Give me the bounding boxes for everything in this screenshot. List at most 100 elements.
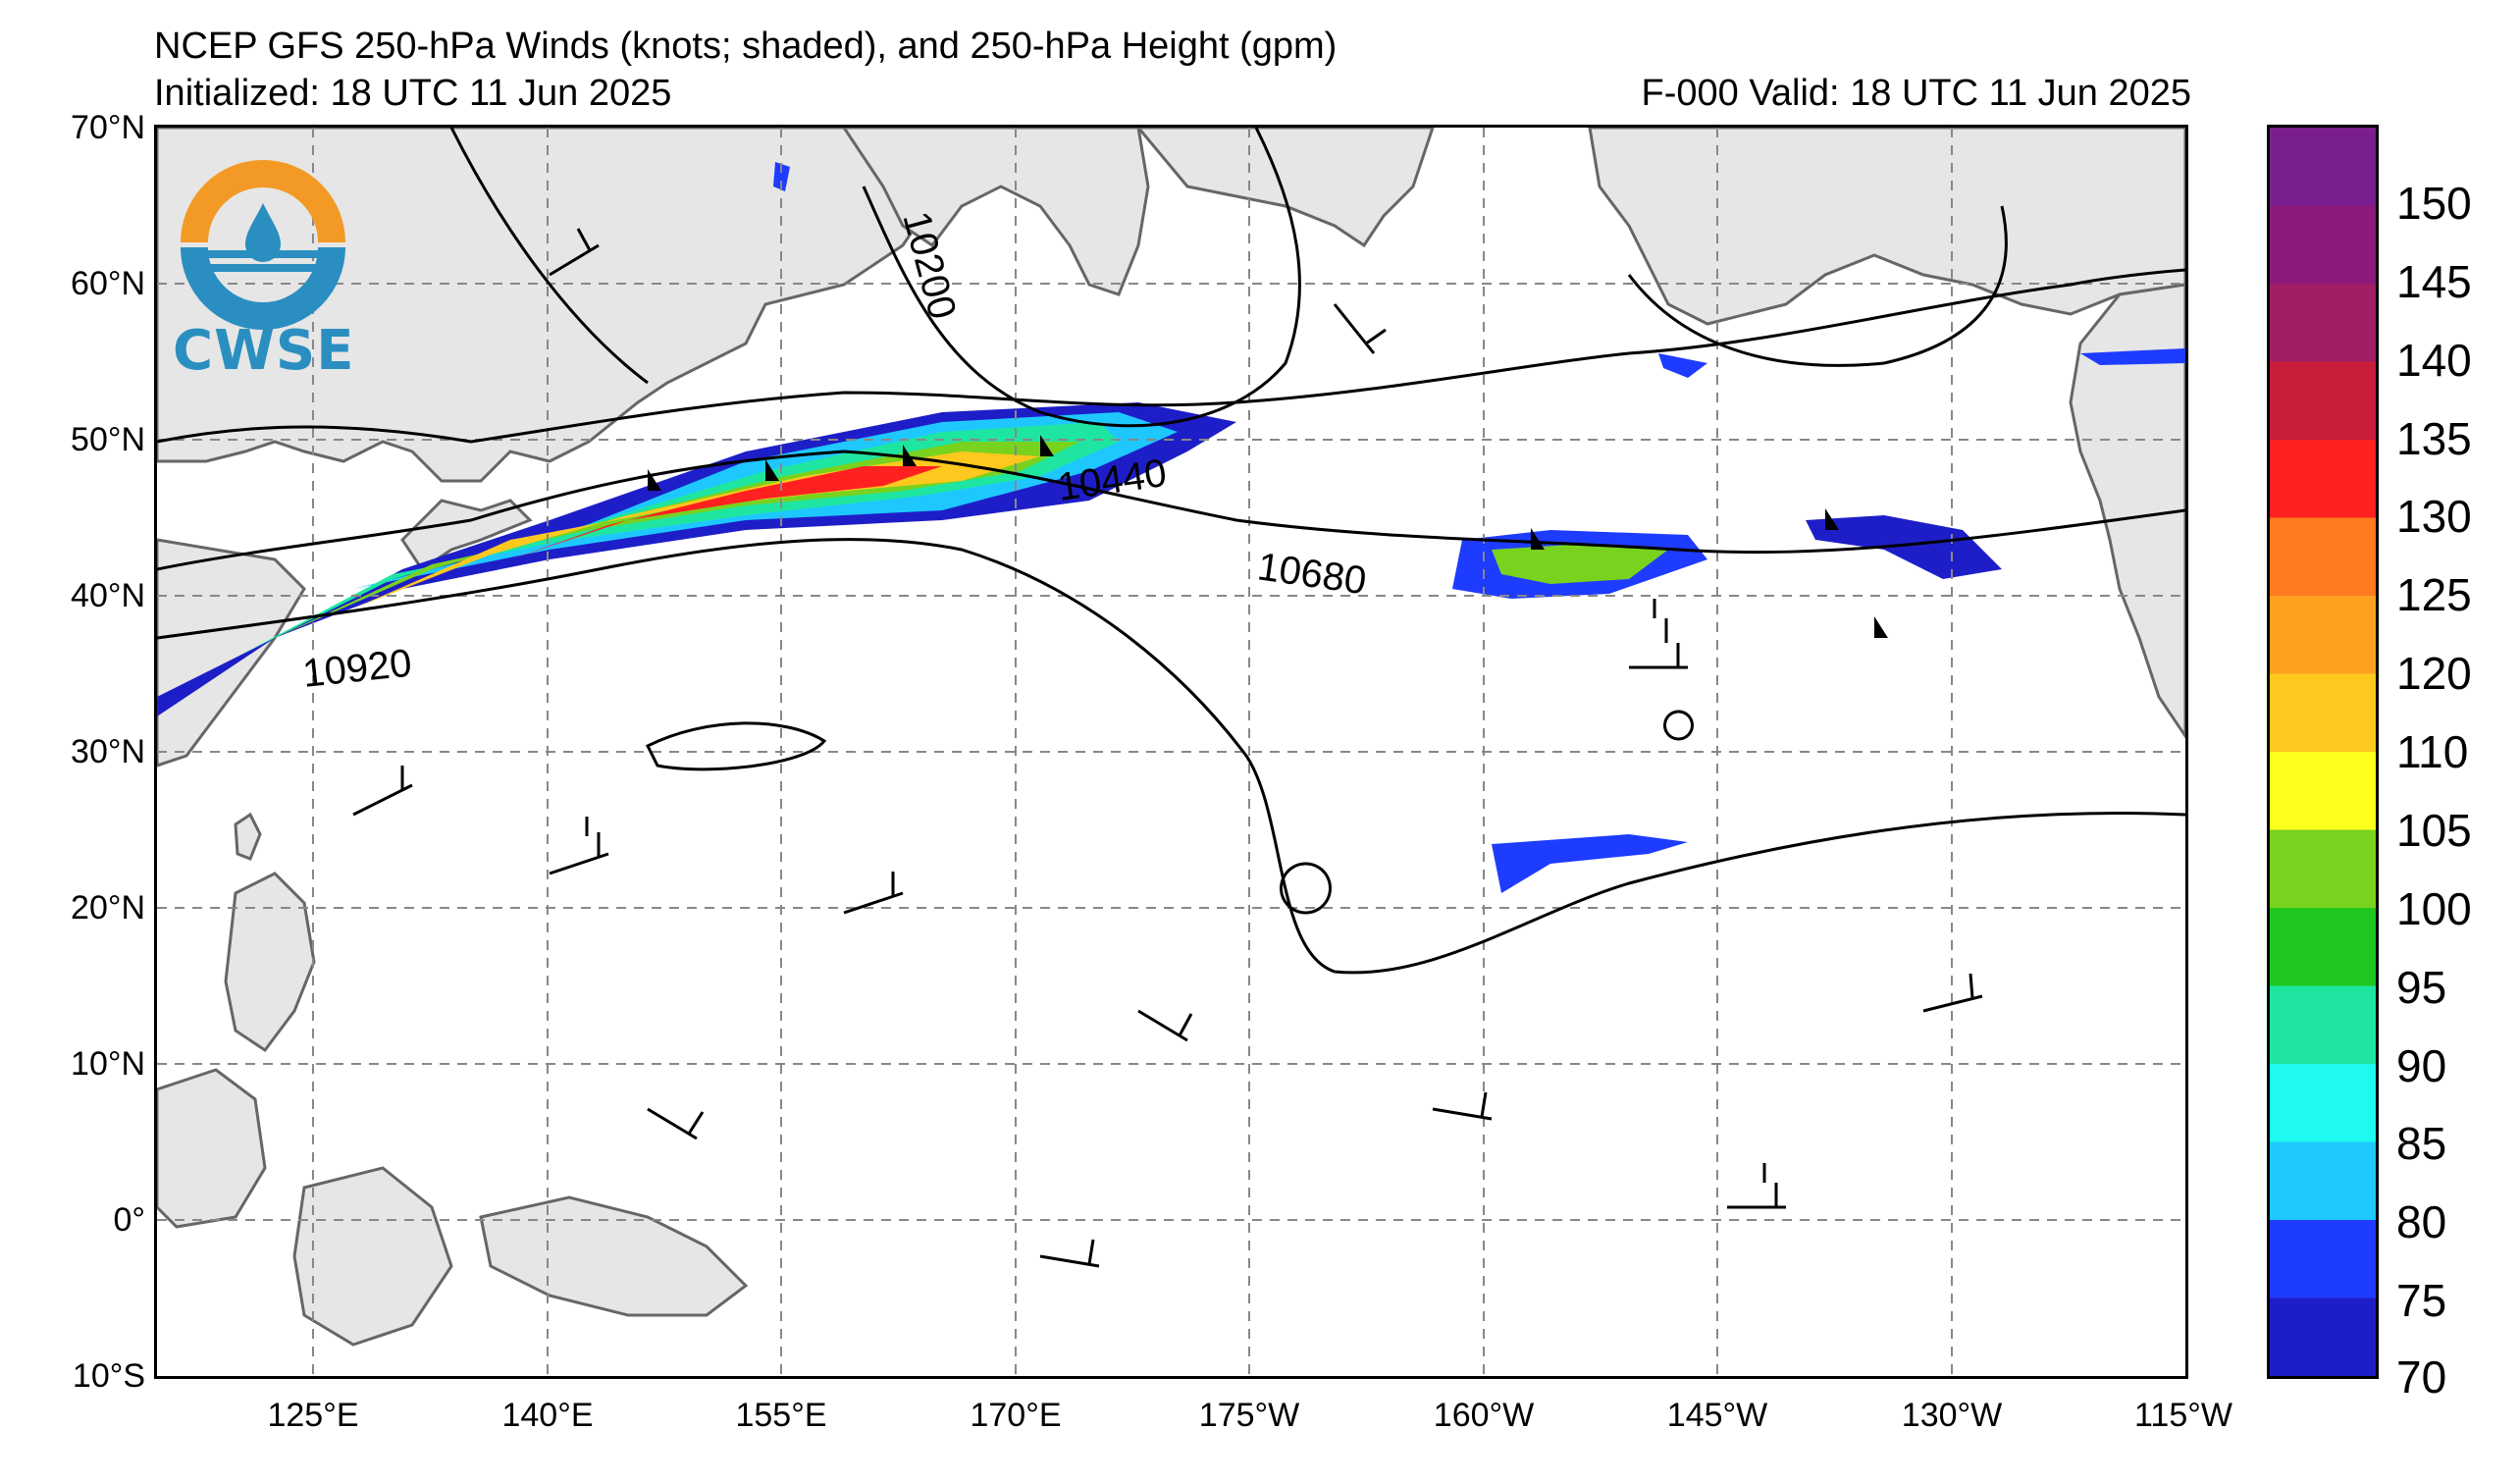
shade-small <box>773 162 790 191</box>
land-indonesia-e <box>292 1166 453 1347</box>
land-new-guinea <box>479 1195 749 1317</box>
wind-barb <box>1137 1009 1193 1042</box>
shade-east-b <box>1492 545 1668 584</box>
colorbar-label: 130 <box>2396 491 2472 543</box>
colorbar-label: 125 <box>2396 569 2472 621</box>
colorbar-label: 145 <box>2396 255 2472 307</box>
colorbar-label: 75 <box>2396 1275 2447 1327</box>
colorbar-cell <box>2270 908 2376 987</box>
map-frame: 10200 10440 10680 10920 <box>154 125 2188 1379</box>
land-nw-america <box>2069 283 2185 739</box>
shade-east-c <box>1806 515 2002 579</box>
chart-title: NCEP GFS 250-hPa Winds (knots; shaded), … <box>154 26 1338 67</box>
land-layer <box>157 128 2185 1347</box>
lon-label-170e: 170°E <box>970 1397 1062 1434</box>
graticule <box>157 128 2185 1376</box>
colorbar-label: 95 <box>2396 961 2447 1013</box>
colorbar-label: 150 <box>2396 177 2472 229</box>
colorbar-cell <box>2270 829 2376 909</box>
lon-label-115w: 115°W <box>2134 1397 2232 1434</box>
logo-drop-icon <box>245 203 281 262</box>
contour-10440 <box>157 268 2185 444</box>
wind-barbs <box>352 228 1983 1268</box>
colorbar-cell <box>2270 440 2376 519</box>
colorbar-cell <box>2270 128 2376 207</box>
colorbar-label: 120 <box>2396 648 2472 700</box>
wind-flag <box>1040 435 1054 456</box>
wind-barb <box>1629 599 1688 669</box>
contour-10920 <box>157 538 2185 975</box>
contour-label-10920: 10920 <box>300 642 413 696</box>
wind-flag <box>1531 528 1545 550</box>
colorbar-label: 140 <box>2396 334 2472 386</box>
colorbar-cell <box>2270 673 2376 753</box>
lon-label-145w: 145°W <box>1666 1397 1768 1434</box>
valid-time: F-000 Valid: 18 UTC 11 Jun 2025 <box>1641 73 2191 114</box>
colorbar-cell <box>2270 985 2376 1065</box>
lat-label-60n: 60°N <box>71 265 145 302</box>
contour-closed-b <box>1280 862 1332 915</box>
contour-closed-c <box>1663 710 1694 741</box>
wind-flag <box>648 469 661 491</box>
contour-closed-a <box>645 721 827 771</box>
wind-flag <box>903 445 917 466</box>
logo-blue-ring <box>181 246 345 330</box>
colorbar-label: 90 <box>2396 1039 2447 1091</box>
contour-label-10680: 10680 <box>1255 545 1369 603</box>
contour-north-2 <box>1627 205 2008 367</box>
initialized-time: Initialized: 18 UTC 11 Jun 2025 <box>154 73 672 114</box>
colorbar-cell <box>2270 1220 2376 1299</box>
lat-label-10s: 10°S <box>72 1357 145 1395</box>
colorbar-cell <box>2270 517 2376 597</box>
colorbar-label: 100 <box>2396 882 2472 934</box>
wind-barb <box>843 872 904 915</box>
shade-alaska <box>1658 353 1707 378</box>
height-contours <box>157 128 2185 975</box>
colorbar-cell <box>2270 1064 2376 1143</box>
lon-label-175w: 175°W <box>1198 1397 1300 1434</box>
colorbar-label: 70 <box>2396 1351 2447 1403</box>
shade-100 <box>275 442 1079 638</box>
land-asia-east <box>157 128 945 483</box>
land-china-coast <box>157 538 306 768</box>
colorbar-cell <box>2270 596 2376 675</box>
colorbar-label: 135 <box>2396 412 2472 464</box>
lon-label-125e: 125°E <box>267 1397 359 1434</box>
lon-label-130w: 130°W <box>1901 1397 2003 1434</box>
wind-barb <box>549 228 600 277</box>
colorbar-cell <box>2270 361 2376 441</box>
logo-water-band <box>209 264 317 272</box>
map-canvas: 10200 10440 10680 10920 <box>157 128 2185 1376</box>
land-alaska <box>1588 128 2185 326</box>
wind-flag <box>1874 616 1888 638</box>
land-taiwan <box>234 812 262 861</box>
land-borneo <box>157 1068 267 1229</box>
wind-flag <box>765 459 779 481</box>
wind-flag <box>1825 508 1839 530</box>
lat-label-30n: 30°N <box>71 733 145 770</box>
lon-label-155e: 155°E <box>735 1397 827 1434</box>
land-philippines <box>224 872 316 1053</box>
lon-label-160w: 160°W <box>1433 1397 1535 1434</box>
contour-10200 <box>862 128 1301 428</box>
cwse-logo <box>181 160 345 330</box>
colorbar-cell <box>2270 284 2376 363</box>
shade-sub <box>1492 834 1688 893</box>
wind-barb <box>1922 973 1983 1013</box>
colorbar-cell <box>2270 752 2376 831</box>
colorbar-cell <box>2270 205 2376 285</box>
contour-north-1 <box>449 128 649 385</box>
lat-label-20n: 20°N <box>71 889 145 927</box>
colorbar-label: 85 <box>2396 1118 2447 1170</box>
lat-label-10n: 10°N <box>71 1045 145 1083</box>
wind-flags <box>648 435 1888 638</box>
lat-label-70n: 70°N <box>71 109 145 146</box>
colorbar <box>2267 125 2379 1379</box>
wind-barb <box>549 817 609 875</box>
colorbar-label: 80 <box>2396 1196 2447 1248</box>
colorbar-label: 105 <box>2396 804 2472 856</box>
shade-alaska-b <box>2080 348 2185 365</box>
land-kamchatka <box>842 128 1150 296</box>
wind-barb <box>1333 303 1387 354</box>
lat-label-50n: 50°N <box>71 421 145 458</box>
